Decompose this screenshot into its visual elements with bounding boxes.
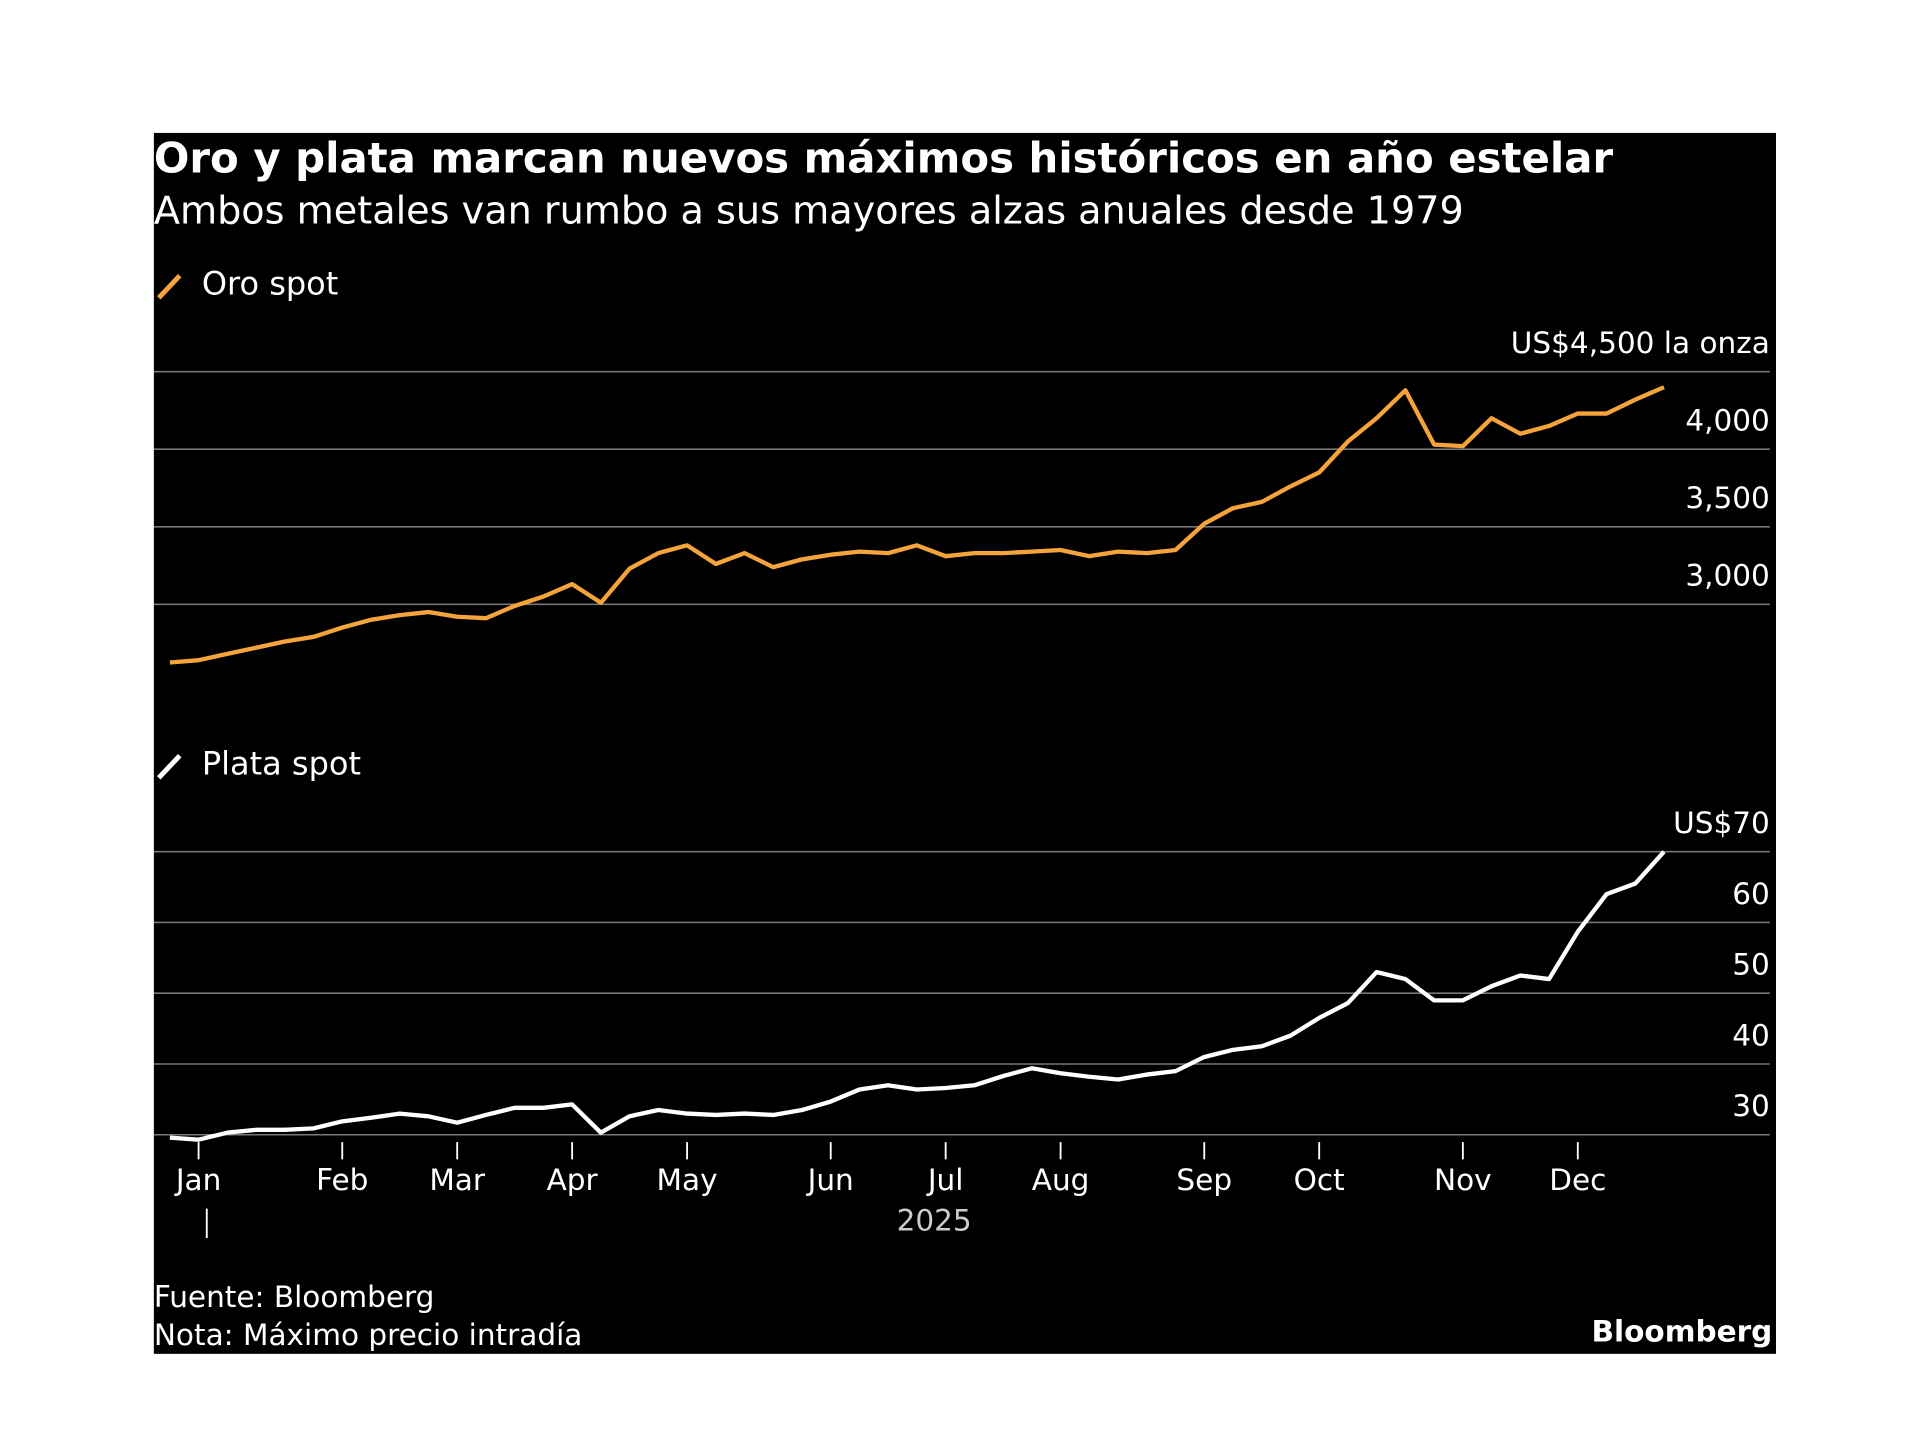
x-tick-label: Mar — [429, 1163, 486, 1197]
y-tick-label: US$70 — [1673, 806, 1770, 840]
y-tick-label: US$4,500 la onza — [1511, 326, 1770, 360]
chart-title: Oro y plata marcan nuevos máximos histór… — [154, 134, 1614, 183]
legend-swatch — [156, 753, 182, 780]
x-tick-label: Feb — [316, 1163, 368, 1197]
x-tick-label: Aug — [1032, 1163, 1090, 1197]
chart-subtitle: Ambos metales van rumbo a sus mayores al… — [154, 188, 1464, 232]
y-tick-label: 3,500 — [1685, 481, 1770, 515]
y-tick-label: 60 — [1732, 877, 1770, 911]
y-tick-label: 50 — [1732, 948, 1770, 982]
x-tick-label: Dec — [1549, 1163, 1606, 1197]
x-tick-label: Oct — [1294, 1163, 1345, 1197]
source: Fuente: Bloomberg — [154, 1280, 435, 1314]
note: Nota: Máximo precio intradía — [154, 1318, 583, 1352]
y-tick-label: 4,000 — [1685, 404, 1770, 438]
legend-swatch — [156, 273, 182, 300]
series-line — [169, 385, 1665, 665]
y-tick-label: 3,000 — [1685, 559, 1770, 593]
x-tick-label: Nov — [1434, 1163, 1492, 1197]
legend-label: Plata spot — [202, 745, 361, 783]
series-line — [169, 850, 1666, 1142]
x-tick-label: Jun — [806, 1163, 854, 1197]
x-axis-label: 2025 — [897, 1204, 972, 1238]
panel — [153, 132, 1776, 1354]
y-tick-label: 30 — [1732, 1089, 1770, 1123]
x-tick-label: Sep — [1176, 1163, 1232, 1197]
x-tick-label: Jan — [174, 1163, 222, 1197]
x-tick-label: Apr — [547, 1163, 599, 1197]
brand: Bloomberg — [1592, 1314, 1773, 1348]
x-tick-label: Jul — [926, 1163, 964, 1197]
y-tick-label: 40 — [1732, 1018, 1770, 1052]
legend-label: Oro spot — [202, 265, 338, 303]
x-tick-label: May — [657, 1163, 718, 1197]
